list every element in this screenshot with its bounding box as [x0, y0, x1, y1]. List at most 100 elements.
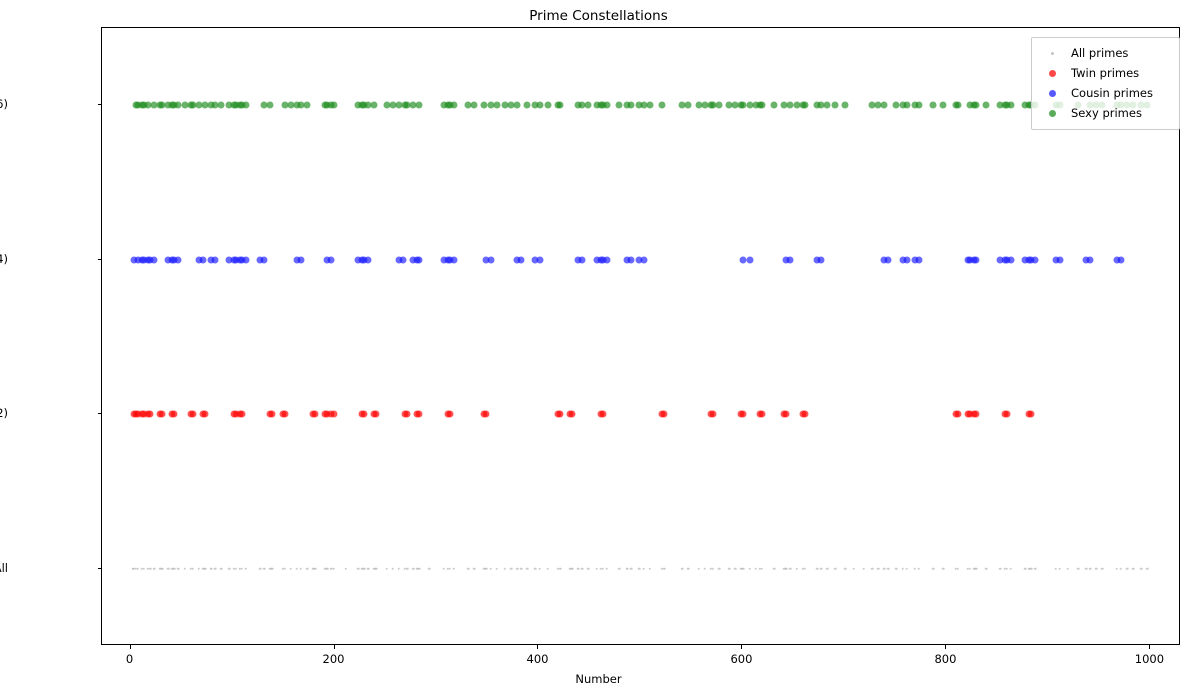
data-point: [142, 567, 146, 571]
data-point: [181, 101, 189, 109]
data-point: [170, 256, 178, 264]
data-point: [717, 567, 721, 571]
data-point: [360, 567, 364, 571]
data-point: [326, 567, 329, 571]
data-point: [1125, 567, 1129, 571]
data-point: [1054, 567, 1057, 571]
data-point: [984, 567, 988, 571]
data-point: [295, 567, 299, 571]
data-point: [911, 101, 919, 109]
data-point: [209, 567, 213, 571]
data-point: [238, 567, 241, 571]
data-point: [220, 567, 223, 571]
data-point: [360, 101, 368, 109]
data-point: [217, 101, 225, 109]
data-point: [297, 101, 305, 109]
data-point: [260, 256, 268, 264]
data-point: [903, 256, 911, 264]
data-point: [638, 567, 641, 571]
data-point: [415, 567, 419, 571]
data-point: [489, 567, 492, 571]
legend-item-twin[interactable]: Twin primes: [1039, 63, 1172, 83]
data-point: [1117, 256, 1125, 264]
data-point: [884, 256, 892, 264]
data-point: [211, 256, 219, 264]
data-point: [803, 567, 806, 571]
data-point: [615, 101, 623, 109]
y-axis-tick-label: Sexy (±6): [0, 97, 8, 112]
data-point: [389, 101, 397, 109]
data-point: [225, 256, 233, 264]
data-point: [1003, 256, 1011, 264]
data-point: [739, 101, 747, 109]
data-point: [189, 101, 197, 109]
data-point: [1007, 256, 1015, 264]
data-point: [740, 567, 743, 571]
data-point: [134, 410, 142, 418]
data-point: [305, 567, 309, 571]
data-point: [281, 410, 289, 418]
data-point: [556, 101, 564, 109]
chart-legend[interactable]: All primes Twin primes Cousin primes Sexy p…: [1031, 37, 1180, 130]
x-axis-tick-label: 200: [322, 652, 345, 666]
legend-item-all[interactable]: All primes: [1039, 43, 1172, 63]
data-point: [327, 256, 335, 264]
data-point: [299, 567, 303, 571]
data-point: [593, 101, 601, 109]
data-point: [786, 256, 794, 264]
data-point: [442, 567, 445, 571]
data-point: [201, 567, 205, 571]
data-point: [440, 256, 448, 264]
data-point: [372, 410, 380, 418]
data-point: [148, 567, 152, 571]
data-point: [211, 101, 219, 109]
data-point: [725, 101, 733, 109]
data-point: [519, 567, 523, 571]
data-point: [364, 256, 372, 264]
data-point: [870, 567, 874, 571]
data-point: [170, 410, 178, 418]
data-point: [354, 101, 362, 109]
data-point: [330, 567, 333, 571]
data-point: [892, 101, 900, 109]
data-point: [903, 101, 911, 109]
legend-item-sexy[interactable]: Sexy primes: [1039, 103, 1172, 123]
x-axis-tick-mark: [741, 645, 743, 649]
data-point: [817, 256, 825, 264]
data-point: [1027, 567, 1031, 571]
data-point: [939, 101, 947, 109]
data-point: [164, 256, 172, 264]
data-point: [770, 101, 778, 109]
data-point: [191, 567, 195, 571]
data-point: [311, 567, 315, 571]
data-point: [556, 567, 560, 571]
data-point: [599, 567, 602, 571]
data-point: [746, 256, 754, 264]
data-point: [1115, 567, 1119, 571]
data-point: [150, 256, 158, 264]
data-point: [260, 101, 268, 109]
data-point: [266, 101, 274, 109]
data-point: [901, 567, 904, 571]
y-axis-tick-mark: [97, 258, 101, 260]
data-point: [887, 567, 890, 571]
legend-item-cousin[interactable]: Cousin primes: [1039, 83, 1172, 103]
data-point: [544, 101, 552, 109]
data-point: [746, 101, 754, 109]
legend-item-label: Cousin primes: [1071, 86, 1153, 100]
data-point: [385, 567, 388, 571]
data-point: [1084, 567, 1088, 571]
data-point: [701, 101, 709, 109]
data-point: [844, 567, 847, 571]
data-point: [687, 567, 690, 571]
data-point: [268, 410, 276, 418]
data-point: [140, 101, 148, 109]
data-point: [480, 101, 488, 109]
data-point: [262, 567, 266, 571]
data-point: [874, 101, 882, 109]
data-point: [495, 567, 498, 571]
data-point: [323, 256, 331, 264]
data-point: [876, 567, 880, 571]
data-point: [782, 410, 790, 418]
